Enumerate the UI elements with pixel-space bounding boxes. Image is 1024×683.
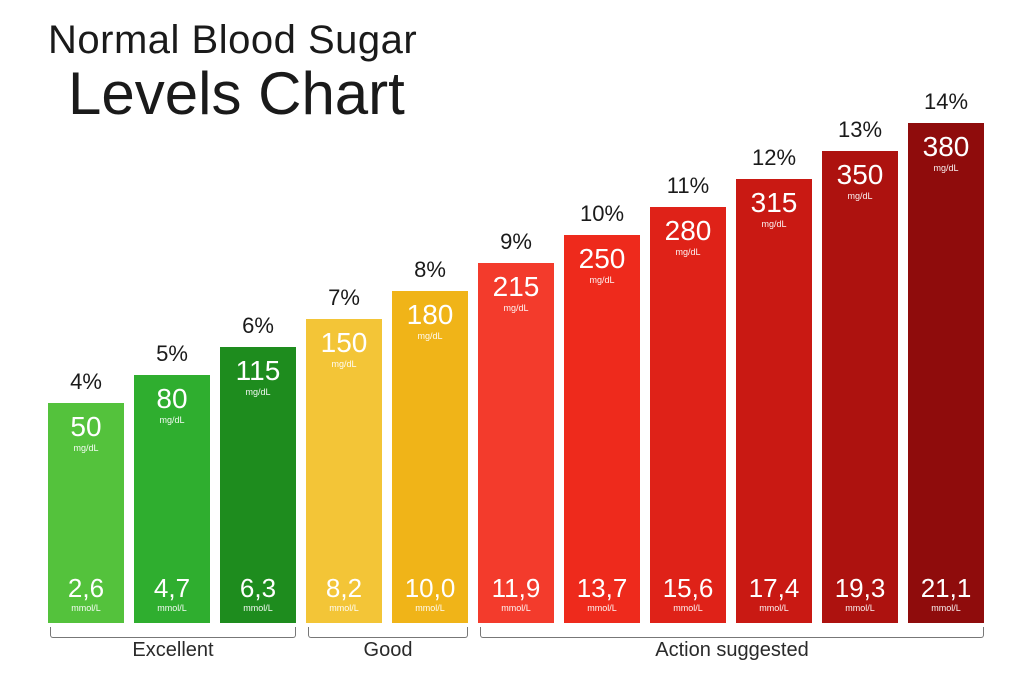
- bar-mmol-label: 8,2mmol/L: [306, 575, 382, 613]
- bar-mgdl-label: 315mg/dL: [736, 189, 812, 229]
- group-bracket: Good: [308, 627, 468, 638]
- bar-mgdl-label: 350mg/dL: [822, 161, 898, 201]
- bar-mmol-label: 19,3mmol/L: [822, 575, 898, 613]
- group-bracket: Action suggested: [480, 627, 984, 638]
- title-line-1: Normal Blood Sugar: [48, 18, 417, 63]
- bar: 14%380mg/dL21,1mmol/L: [908, 123, 984, 623]
- bar-mgdl-label: 150mg/dL: [306, 329, 382, 369]
- bar-mmol-label: 15,6mmol/L: [650, 575, 726, 613]
- group-label: Good: [309, 639, 467, 662]
- bar-mgdl-label: 115mg/dL: [220, 357, 296, 397]
- bar-chart-area: 4% 50mg/dL 2,6mmol/L 5% 80mg/dL 4,7mmol/L 6% 11…: [48, 63, 988, 623]
- bar-mgdl-label: 50mg/dL: [48, 413, 124, 453]
- bar: 9%215mg/dL11,9mmol/L: [478, 263, 554, 623]
- group-label: Action suggested: [481, 639, 983, 662]
- bars-container: 4% 50mg/dL 2,6mmol/L 5% 80mg/dL 4,7mmol/L 6% 11…: [48, 123, 984, 623]
- bar-mmol-label: 4,7mmol/L: [134, 575, 210, 613]
- bar: 10%250mg/dL13,7mmol/L: [564, 235, 640, 623]
- bar-mmol-label: 11,9mmol/L: [478, 575, 554, 613]
- bar: 4%50mg/dL2,6mmol/L: [48, 403, 124, 623]
- bar-mmol-label: 13,7mmol/L: [564, 575, 640, 613]
- bar: 12%315mg/dL17,4mmol/L: [736, 179, 812, 623]
- bar-percent-label: 8%: [392, 257, 468, 283]
- bar-percent-label: 4%: [48, 369, 124, 395]
- bar: 6%115mg/dL6,3mmol/L: [220, 347, 296, 623]
- bar-mgdl-label: 180mg/dL: [392, 301, 468, 341]
- bar-mmol-label: 21,1mmol/L: [908, 575, 984, 613]
- group-label: Excellent: [51, 639, 295, 662]
- group-bracket: Excellent: [50, 627, 296, 638]
- group-brackets: Excellent Good Action suggested: [48, 627, 988, 663]
- bar-mmol-label: 17,4mmol/L: [736, 575, 812, 613]
- bar-percent-label: 5%: [134, 341, 210, 367]
- bar-percent-label: 11%: [650, 173, 726, 199]
- bar-percent-label: 12%: [736, 145, 812, 171]
- bar-percent-label: 13%: [822, 117, 898, 143]
- bar-percent-label: 9%: [478, 229, 554, 255]
- bar-mmol-label: 10,0mmol/L: [392, 575, 468, 613]
- bar-mmol-label: 6,3mmol/L: [220, 575, 296, 613]
- bar: 11%280mg/dL15,6mmol/L: [650, 207, 726, 623]
- bar: 13%350mg/dL19,3mmol/L: [822, 151, 898, 623]
- bar-mgdl-label: 280mg/dL: [650, 217, 726, 257]
- blood-sugar-chart: { "title": { "line1": "Normal Blood Suga…: [0, 0, 1024, 683]
- bar-percent-label: 6%: [220, 313, 296, 339]
- bar-mgdl-label: 80mg/dL: [134, 385, 210, 425]
- bar: 8%180mg/dL10,0mmol/L: [392, 291, 468, 623]
- bar: 7%150mg/dL8,2mmol/L: [306, 319, 382, 623]
- bar-mgdl-label: 250mg/dL: [564, 245, 640, 285]
- bar-percent-label: 7%: [306, 285, 382, 311]
- bar-mmol-label: 2,6mmol/L: [48, 575, 124, 613]
- bar-percent-label: 10%: [564, 201, 640, 227]
- bar-percent-label: 14%: [908, 89, 984, 115]
- bar-mgdl-label: 380mg/dL: [908, 133, 984, 173]
- bar-mgdl-label: 215mg/dL: [478, 273, 554, 313]
- bar: 5%80mg/dL4,7mmol/L: [134, 375, 210, 623]
